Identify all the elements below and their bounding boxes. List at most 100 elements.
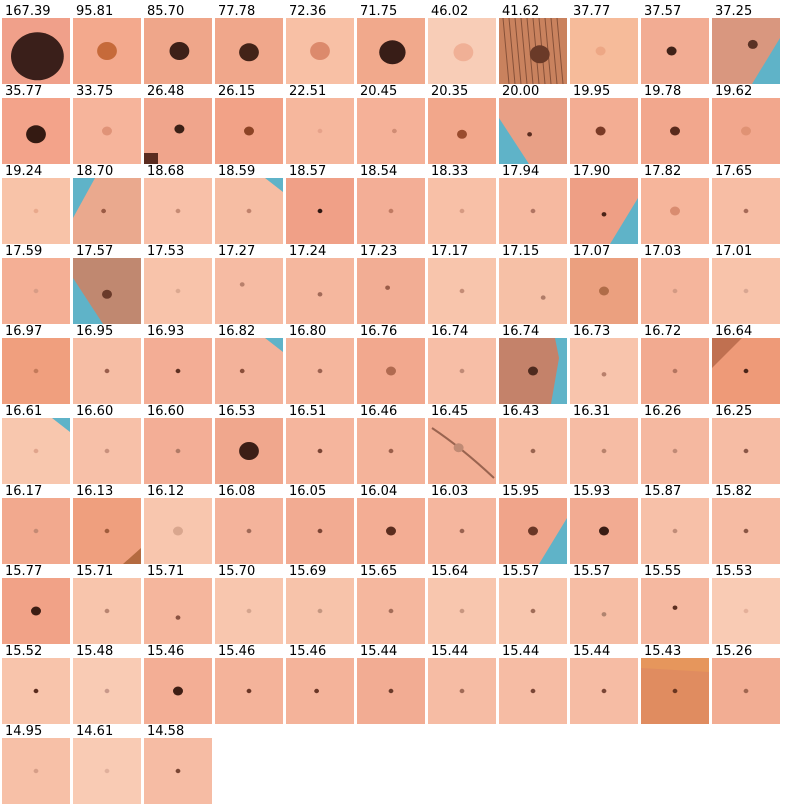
lesion-thumbnail: 17.65 — [712, 160, 780, 246]
score-label: 17.57 — [76, 244, 114, 259]
score-label: 72.36 — [289, 4, 327, 19]
dark-corner-region — [144, 153, 158, 164]
skin-image — [712, 418, 780, 484]
lesion-thumbnail: 17.15 — [499, 240, 567, 326]
score-label: 16.08 — [218, 484, 256, 499]
skin-image — [2, 18, 70, 84]
skin-image-svg — [499, 258, 567, 324]
lesion-thumbnail: 16.72 — [641, 320, 709, 406]
lesion-thumbnail: 17.94 — [499, 160, 567, 246]
skin-background — [357, 98, 425, 164]
skin-image-svg — [712, 418, 780, 484]
lesion-thumbnail: 35.77 — [2, 80, 70, 166]
score-label: 16.76 — [360, 324, 398, 339]
score-label: 15.93 — [573, 484, 611, 499]
lesion-thumbnail: 18.68 — [144, 160, 212, 246]
skin-image — [215, 18, 283, 84]
score-label: 15.71 — [147, 564, 185, 579]
lesion-thumbnail: 16.73 — [570, 320, 638, 406]
hair-strand — [550, 18, 558, 84]
skin-image — [144, 258, 212, 324]
skin-image-svg — [357, 178, 425, 244]
skin-lesion — [595, 46, 606, 56]
lesion-thumbnail: 16.51 — [286, 400, 354, 486]
skin-lesion — [317, 448, 323, 454]
score-label: 16.05 — [289, 484, 327, 499]
lesion-thumbnail: 85.70 — [144, 0, 212, 86]
skin-image — [286, 98, 354, 164]
skin-lesion — [317, 528, 323, 534]
blue-background-region — [73, 278, 103, 324]
skin-lesion — [453, 43, 474, 62]
score-label: 22.51 — [289, 84, 327, 99]
score-label: 17.03 — [644, 244, 682, 259]
score-label: 14.95 — [5, 724, 43, 739]
skin-image-svg — [73, 658, 141, 724]
skin-lesion — [174, 124, 185, 134]
skin-background — [570, 338, 638, 404]
score-label: 15.44 — [360, 644, 398, 659]
lesion-thumbnail: 37.25 — [712, 0, 780, 86]
score-label: 15.52 — [5, 644, 43, 659]
lesion-thumbnail: 18.57 — [286, 160, 354, 246]
skin-background — [286, 658, 354, 724]
skin-lesion — [239, 43, 259, 62]
score-label: 16.82 — [218, 324, 256, 339]
score-label: 17.65 — [715, 164, 753, 179]
skin-image — [712, 658, 780, 724]
skin-lesion — [528, 366, 538, 376]
lesion-thumbnail: 15.87 — [641, 480, 709, 566]
skin-image — [570, 498, 638, 564]
skin-lesion — [104, 528, 110, 534]
blue-background-region — [610, 198, 638, 244]
skin-image — [570, 178, 638, 244]
score-label: 14.58 — [147, 724, 185, 739]
skin-image — [215, 498, 283, 564]
score-label: 16.73 — [573, 324, 611, 339]
skin-image — [73, 738, 141, 804]
skin-image — [144, 498, 212, 564]
lesion-thumbnail: 16.08 — [215, 480, 283, 566]
lesion-thumbnail: 18.59 — [215, 160, 283, 246]
score-label: 17.15 — [502, 244, 540, 259]
skin-image — [73, 578, 141, 644]
score-label: 37.77 — [573, 4, 611, 19]
lesion-thumbnail: 15.71 — [73, 560, 141, 646]
score-label: 167.39 — [5, 4, 51, 19]
score-label: 17.23 — [360, 244, 398, 259]
skin-image — [428, 98, 496, 164]
skin-image — [215, 178, 283, 244]
blue-background-region — [52, 418, 70, 432]
skin-image-svg — [428, 18, 496, 84]
score-label: 15.69 — [289, 564, 327, 579]
score-label: 16.43 — [502, 404, 540, 419]
lesion-thumbnail: 16.45 — [428, 400, 496, 486]
score-label: 15.57 — [502, 564, 540, 579]
score-label: 17.24 — [289, 244, 327, 259]
skin-image-svg — [286, 18, 354, 84]
skin-image-svg — [357, 498, 425, 564]
lesion-thumbnail: 16.64 — [712, 320, 780, 406]
skin-image-svg — [641, 658, 709, 724]
skin-image-svg — [2, 498, 70, 564]
skin-lesion — [741, 126, 751, 136]
skin-image — [2, 418, 70, 484]
lesion-thumbnail: 15.57 — [499, 560, 567, 646]
skin-lesion — [595, 126, 606, 136]
blue-background-region — [265, 338, 283, 352]
skin-lesion — [33, 448, 39, 454]
skin-lesion — [317, 208, 323, 214]
score-label: 16.97 — [5, 324, 43, 339]
skin-image-svg — [73, 738, 141, 804]
skin-image-svg — [499, 578, 567, 644]
lesion-thumbnail: 15.70 — [215, 560, 283, 646]
skin-image-svg — [641, 498, 709, 564]
lesion-thumbnail: 16.46 — [357, 400, 425, 486]
skin-image — [144, 18, 212, 84]
skin-lesion — [388, 608, 394, 614]
skin-lesion — [239, 442, 259, 460]
lesion-thumbnail: 16.13 — [73, 480, 141, 566]
skin-image — [428, 498, 496, 564]
skin-image-svg — [73, 98, 141, 164]
skin-lesion — [102, 126, 112, 136]
